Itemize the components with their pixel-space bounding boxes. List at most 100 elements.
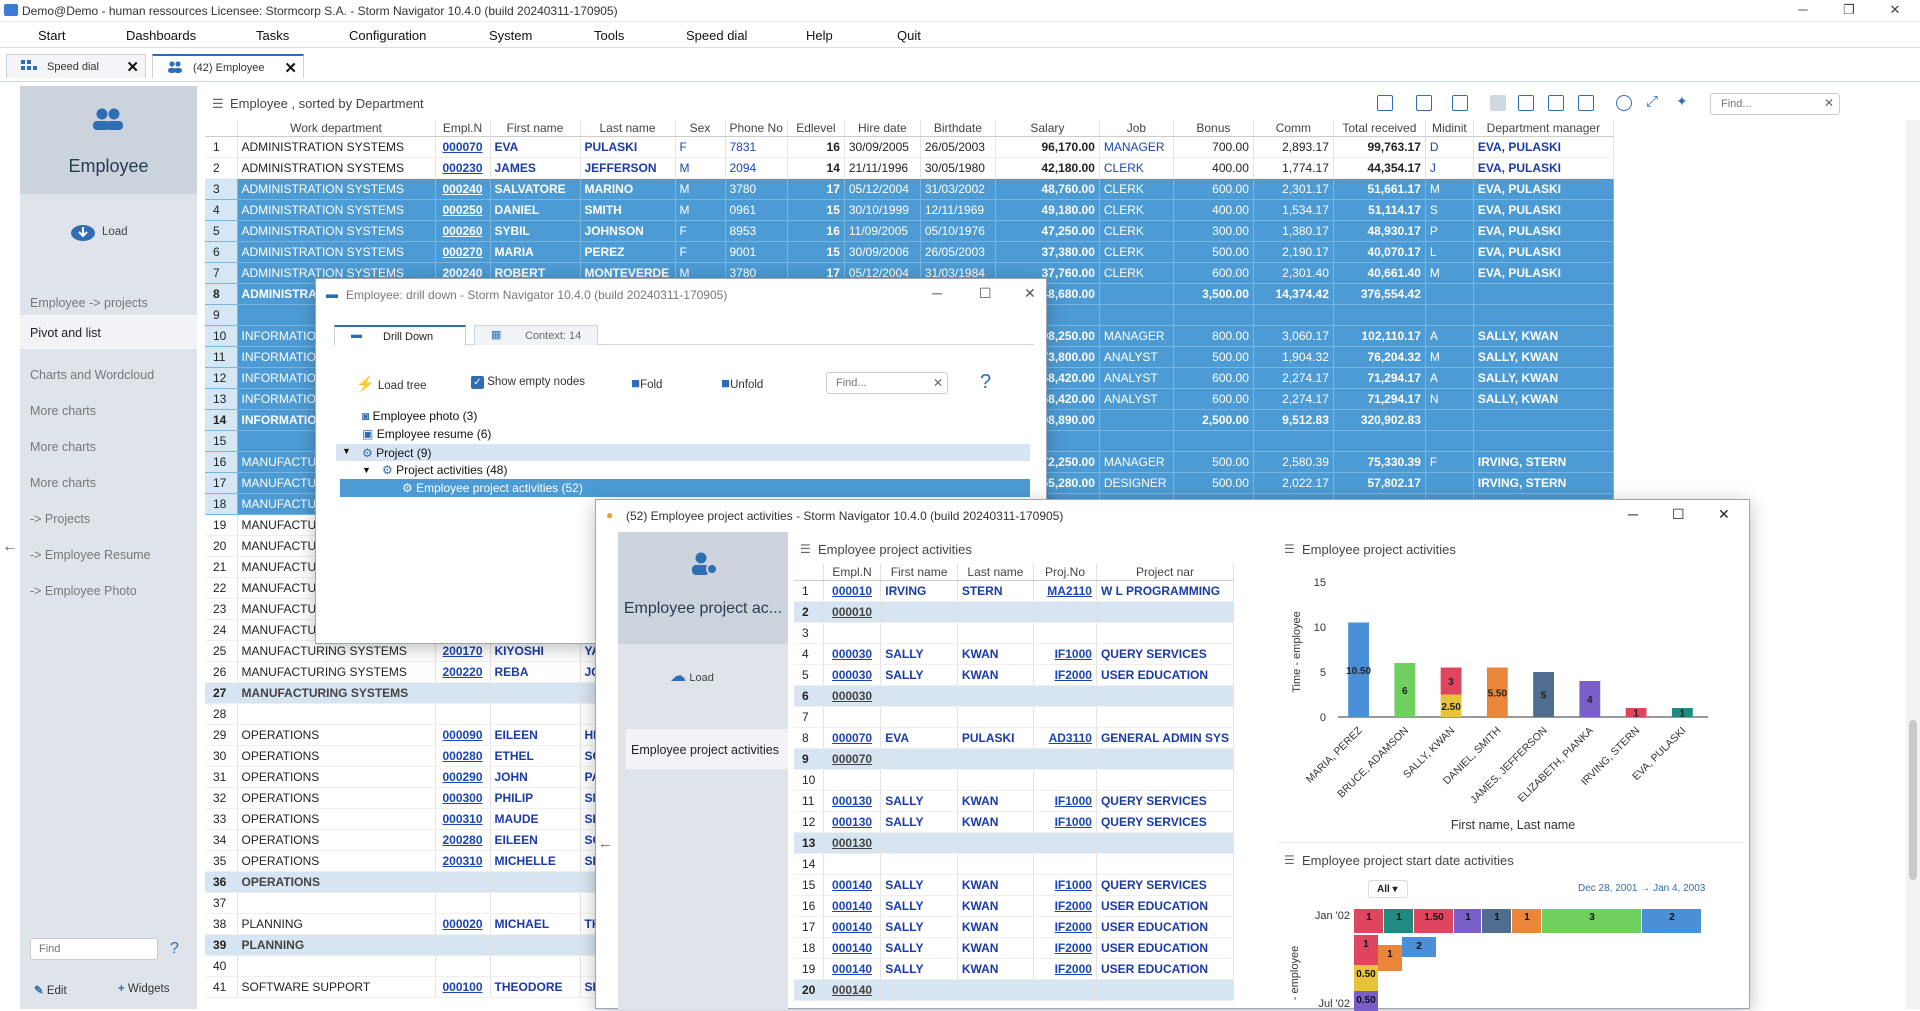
minimize-button[interactable]: ─: [1628, 506, 1638, 522]
sidebar-item-more-charts[interactable]: More charts: [30, 440, 96, 454]
column-header[interactable]: Total received: [1333, 120, 1426, 137]
column-header[interactable]: Project nar: [1096, 564, 1234, 581]
sidebar-find-input[interactable]: [30, 938, 158, 960]
column-header[interactable]: Empl.N: [823, 564, 882, 581]
minimize-button[interactable]: ─: [932, 285, 942, 301]
tree-item-project[interactable]: ▼ ⚙ Project (9): [336, 444, 1030, 461]
menu-start[interactable]: Start: [38, 28, 66, 43]
maximize-button[interactable]: ❐: [1843, 2, 1855, 17]
tablet-icon[interactable]: [1548, 95, 1564, 111]
close-button[interactable]: ✕: [1889, 2, 1901, 17]
column-header[interactable]: Work department: [237, 120, 436, 137]
sidebar-item-employee-photo[interactable]: -> Employee Photo: [30, 584, 137, 598]
column-header[interactable]: Birthdate: [920, 120, 996, 137]
column-header[interactable]: Last name: [580, 120, 676, 137]
table-row[interactable]: 19 000140 SALLY KWAN IF2000 USER EDUCATION: [794, 958, 1234, 980]
tab-employee[interactable]: (42) Employee ✕: [152, 54, 304, 78]
tab-drill-down[interactable]: ▬ Drill Down: [334, 325, 466, 346]
column-header[interactable]: Midinit: [1425, 120, 1474, 137]
maximize-button[interactable]: ☐: [1672, 506, 1685, 522]
grid-find-input[interactable]: [1710, 93, 1840, 115]
table-row[interactable]: 20 000140: [794, 979, 1234, 1001]
minimize-button[interactable]: ─: [1798, 2, 1808, 17]
close-tab-icon[interactable]: ✕: [284, 60, 297, 77]
column-header[interactable]: First name: [880, 564, 958, 581]
table-row[interactable]: 14: [794, 853, 1234, 875]
expand-arrow-icon[interactable]: ▼: [362, 465, 371, 475]
table-row[interactable]: 1 000010 IRVING STERN MA2110 W L PROGRAMMING: [794, 580, 1234, 602]
hamburger-icon[interactable]: ☰: [800, 542, 811, 556]
column-header[interactable]: Edlevel: [787, 120, 845, 137]
table-row[interactable]: 8 000070 EVA PULASKI AD3110 GENERAL ADMIN SYS: [794, 727, 1234, 749]
menu-dashboards[interactable]: Dashboards: [126, 28, 197, 43]
table-row[interactable]: 13 000130: [794, 832, 1234, 854]
sidebar-item-more-charts[interactable]: More charts: [30, 476, 96, 490]
menu-tools[interactable]: Tools: [594, 28, 625, 43]
sidebar-item-pivot-and-list[interactable]: Pivot and list: [20, 315, 197, 349]
column-header[interactable]: Sex: [675, 120, 726, 137]
column-header[interactable]: Bonus: [1173, 120, 1254, 137]
tree-item-project-activities[interactable]: ▼ ⚙ Project activities (48): [362, 463, 507, 477]
sidebar-item-employee-projects[interactable]: Employee -> projects: [30, 296, 148, 310]
load-button[interactable]: Load: [70, 222, 150, 244]
clear-icon[interactable]: ✕: [1824, 96, 1835, 110]
pdf-icon[interactable]: [1416, 95, 1432, 111]
edit-button[interactable]: ✎ Edit: [34, 983, 67, 997]
clear-icon[interactable]: ✕: [933, 376, 944, 390]
menu-configuration[interactable]: Configuration: [349, 28, 427, 43]
pin-icon[interactable]: ✦: [1676, 93, 1688, 109]
help-icon[interactable]: ?: [980, 371, 992, 393]
load-button[interactable]: ☁ Load: [670, 666, 714, 686]
list-view-icon[interactable]: [1578, 95, 1594, 111]
column-header[interactable]: Empl.N: [435, 120, 491, 137]
hamburger-icon[interactable]: ☰: [212, 96, 224, 111]
main-scrollbar[interactable]: [1906, 120, 1920, 1009]
collapse-arrow-icon[interactable]: ←: [2, 538, 18, 555]
tree-item-employee-resume[interactable]: ▣ Employee resume (6): [362, 427, 491, 441]
table-row[interactable]: 15 000140 SALLY KWAN IF1000 QUERY SERVICES: [794, 874, 1234, 896]
filter-dropdown[interactable]: All ▾: [1368, 880, 1408, 898]
sidebar-item-employee-project-activities[interactable]: Employee project activities: [626, 729, 788, 769]
help-icon[interactable]: ?: [170, 940, 179, 957]
sidebar-item-charts-wordcloud[interactable]: Charts and Wordcloud: [30, 368, 155, 382]
hamburger-icon[interactable]: ☰: [1284, 853, 1295, 867]
close-tab-icon[interactable]: ✕: [126, 59, 139, 76]
column-header[interactable]: Hire date: [844, 120, 921, 137]
table-row[interactable]: 4 000030 SALLY KWAN IF1000 QUERY SERVICES: [794, 643, 1234, 665]
table-row[interactable]: 5 ADMINISTRATION SYSTEMS 000260 SYBIL JOHNSO…: [205, 220, 1614, 242]
expand-icon[interactable]: ⤢: [1646, 93, 1659, 110]
column-header[interactable]: Phone No: [725, 120, 788, 137]
show-empty-checkbox[interactable]: ✓ Show empty nodes: [471, 376, 585, 389]
table-row[interactable]: 2 ADMINISTRATION SYSTEMS 000230 JAMES JEFFER…: [205, 157, 1614, 179]
folder-icon[interactable]: [1490, 95, 1506, 111]
widgets-button[interactable]: + Widgets: [118, 983, 169, 995]
load-tree-button[interactable]: ⚡ Load tree: [356, 375, 427, 393]
tab-context[interactable]: ▦ Context: 14: [474, 325, 598, 345]
drilldown-find-input[interactable]: [826, 372, 948, 394]
close-button[interactable]: ✕: [1024, 285, 1036, 301]
table-row[interactable]: 17 000140 SALLY KWAN IF2000 USER EDUCATION: [794, 916, 1234, 938]
table-row[interactable]: 5 000030 SALLY KWAN IF2000 USER EDUCATION: [794, 664, 1234, 686]
table-row[interactable]: 12 000130 SALLY KWAN IF1000 QUERY SERVICES: [794, 811, 1234, 833]
table-row[interactable]: 7: [794, 706, 1234, 728]
column-header[interactable]: First name: [490, 120, 581, 137]
table-row[interactable]: 6 000030: [794, 685, 1234, 707]
copy-icon[interactable]: [1518, 95, 1534, 111]
column-header[interactable]: Salary: [995, 120, 1100, 137]
table-row[interactable]: 18 000140 SALLY KWAN IF2000 USER EDUCATION: [794, 937, 1234, 959]
table-row[interactable]: 4 ADMINISTRATION SYSTEMS 000250 DANIEL SMITH…: [205, 199, 1614, 221]
column-header[interactable]: Comm: [1253, 120, 1334, 137]
menu-system[interactable]: System: [489, 28, 533, 43]
close-button[interactable]: ✕: [1718, 506, 1730, 522]
column-header[interactable]: Department manager: [1473, 120, 1614, 137]
menu-help[interactable]: Help: [806, 28, 833, 43]
table-row[interactable]: 2 000010: [794, 601, 1234, 623]
target-icon[interactable]: [1616, 95, 1632, 111]
sidebar-item-employee-resume[interactable]: -> Employee Resume: [30, 548, 151, 562]
column-header[interactable]: Last name: [957, 564, 1035, 581]
tab-speed-dial[interactable]: Speed dial ✕: [6, 54, 146, 78]
menu-speed-dial[interactable]: Speed dial: [686, 28, 748, 43]
table-row[interactable]: 3 ADMINISTRATION SYSTEMS 000240 SALVATORE MA…: [205, 178, 1614, 200]
collapse-arrow-icon[interactable]: ←: [598, 835, 613, 852]
tree-item-employee-photo[interactable]: ◙ Employee photo (3): [362, 409, 477, 423]
